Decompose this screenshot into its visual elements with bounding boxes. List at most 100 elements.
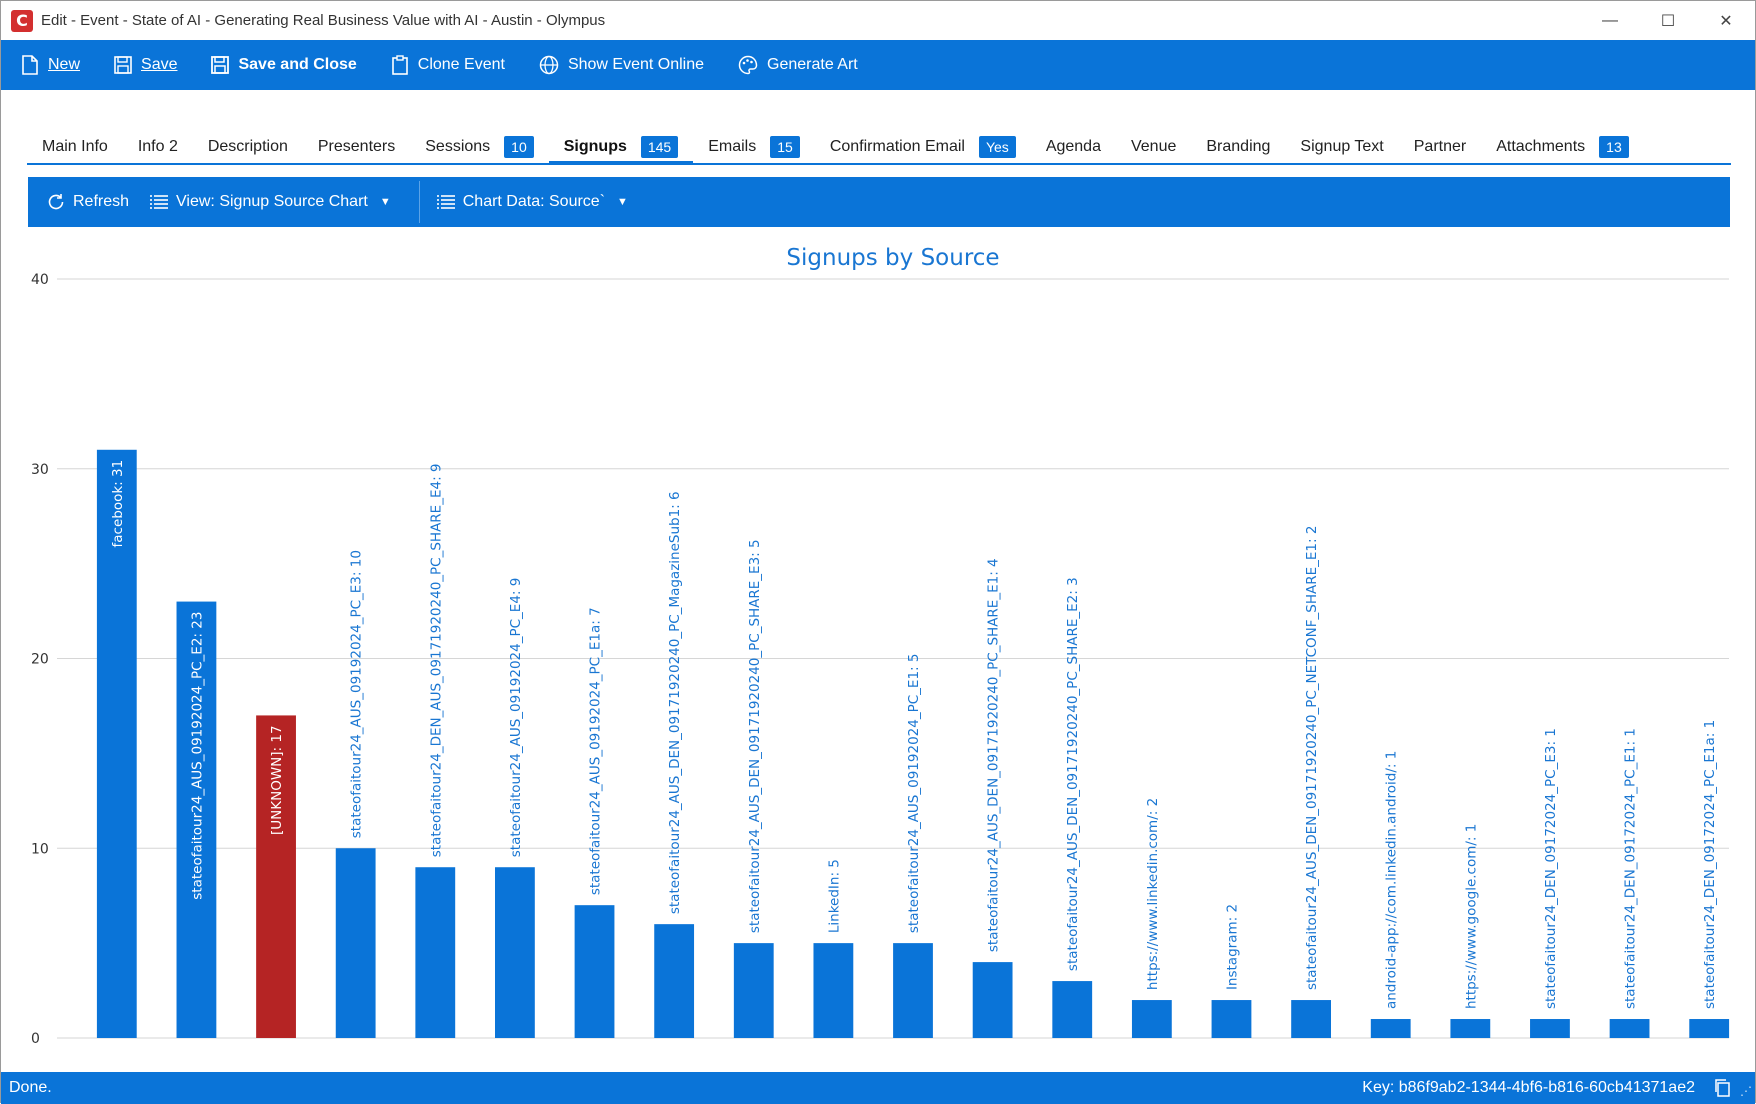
close-button[interactable]: ✕ (1719, 12, 1733, 30)
tab-bar: Main Info Info 2 Description Presenters Sess… (27, 121, 1731, 165)
chart-bar (1689, 1019, 1730, 1038)
bar-data-label: Instagram: 2 (1224, 904, 1240, 990)
view-dropdown[interactable]: View: Signup Source Chart ▼ (149, 177, 391, 227)
tab-venue[interactable]: Venue (1116, 121, 1191, 163)
main-toolbar: New Save Save and Close Clone Event Show… (1, 40, 1755, 90)
minimize-button[interactable]: — (1602, 11, 1618, 29)
tab-label: Partner (1413, 138, 1467, 155)
bar-data-label: stateofaitour24_AUS_09192024_PC_E4: 9 (508, 578, 524, 858)
bar-data-label: android-app://com.linkedin.android/: 1 (1384, 751, 1400, 1009)
chart-bar (176, 601, 217, 1038)
tab-attachments[interactable]: Attachments 13 (1481, 121, 1644, 163)
refresh-button[interactable]: Refresh (46, 177, 129, 227)
chart-bar (1131, 1000, 1172, 1038)
save-and-close-button[interactable]: Save and Close (211, 40, 357, 90)
save-button[interactable]: Save (114, 40, 177, 90)
view-dropdown-label: View: Signup Source Chart (176, 193, 368, 210)
tab-agenda[interactable]: Agenda (1031, 121, 1116, 163)
bar-data-label: stateofaitour24_AUS_09192024_PC_E1: 5 (906, 654, 922, 934)
save-icon (114, 56, 132, 74)
tab-sessions[interactable]: Sessions 10 (410, 121, 549, 163)
chart-bar (1530, 1019, 1570, 1038)
toolbar-divider (418, 181, 420, 223)
app-logo-icon: C (11, 9, 33, 32)
y-tick-label: 20 (31, 652, 49, 668)
palette-icon (738, 55, 758, 75)
resize-grip-icon[interactable]: ⋰ (1740, 1084, 1752, 1098)
record-key: Key: b86f9ab2-1344-4bf6-b816-60cb41371ae… (1362, 1079, 1695, 1096)
tab-count-badge: Yes (978, 136, 1016, 158)
tab-label: Venue (1130, 138, 1177, 155)
chart-bar (654, 924, 695, 1038)
tab-emails[interactable]: Emails 15 (693, 121, 815, 163)
generate-art-button[interactable]: Generate Art (738, 40, 858, 90)
tab-label: Attachments (1496, 138, 1586, 155)
tab-description[interactable]: Description (193, 121, 303, 163)
tab-presenters[interactable]: Presenters (303, 121, 410, 163)
tab-label: Sessions (425, 138, 491, 155)
tab-info-2[interactable]: Info 2 (123, 121, 193, 163)
chart-bar (1052, 981, 1093, 1038)
chart-bar (256, 715, 296, 1038)
bar-data-label: [UNKNOWN]: 17 (269, 725, 285, 835)
chart-bar (335, 848, 376, 1038)
tab-main-info[interactable]: Main Info (27, 121, 123, 163)
bar-data-label: stateofaitour24_AUS_09192024_PC_E1a: 7 (588, 607, 604, 895)
y-tick-label: 0 (31, 1031, 40, 1047)
bar-data-label: stateofaitour24_AUS_DEN_09171920240_PC_S… (747, 539, 763, 933)
chart-bar (1609, 1019, 1650, 1038)
generate-art-label: Generate Art (767, 56, 858, 73)
chart-data-dropdown[interactable]: Chart Data: Source` ▼ (436, 177, 628, 227)
chart-bar (813, 943, 854, 1038)
window-title: Edit - Event - State of AI - Generating … (41, 12, 606, 29)
chart-bar (972, 962, 1013, 1038)
save-button-label: Save (141, 56, 178, 73)
bar-data-label: stateofaitour24_AUS_09192024_PC_E3: 10 (349, 550, 365, 838)
chart-bar (1211, 1000, 1252, 1038)
tab-signups[interactable]: Signups 145 (548, 121, 694, 165)
tab-label: Branding (1206, 138, 1271, 155)
tab-label: Description (207, 138, 288, 155)
bar-data-label: stateofaitour24_AUS_DEN_09171920240_PC_S… (1065, 577, 1081, 971)
tab-confirmation-email[interactable]: Confirmation Email Yes (815, 121, 1031, 163)
tab-count-badge: 15 (770, 136, 800, 158)
tab-signup-text[interactable]: Signup Text (1285, 121, 1398, 163)
tab-count-badge: 145 (640, 136, 679, 158)
status-text: Done. (9, 1079, 52, 1096)
chart-bar (415, 867, 456, 1038)
chart-bar (574, 905, 615, 1038)
clipboard-icon (391, 55, 408, 75)
tab-branding[interactable]: Branding (1191, 121, 1285, 163)
chart-bar (1450, 1019, 1491, 1038)
list-icon (150, 195, 169, 209)
show-event-online-button[interactable]: Show Event Online (539, 40, 704, 90)
bar-data-label: stateofaitour24_DEN_09172024_PC_E1: 1 (1623, 728, 1639, 1009)
copy-icon[interactable] (1713, 1078, 1731, 1098)
chart-data-dropdown-label: Chart Data: Source` (462, 193, 606, 210)
tab-count-badge: 10 (504, 136, 534, 158)
tab-label: Presenters (317, 138, 396, 155)
bar-data-label: stateofaitour24_AUS_09192024_PC_E2: 23 (189, 612, 205, 900)
title-bar: C Edit - Event - State of AI - Generatin… (1, 1, 1755, 40)
clone-event-button[interactable]: Clone Event (391, 40, 505, 90)
y-tick-label: 10 (31, 841, 49, 857)
chart-bar (1291, 1000, 1331, 1038)
bar-data-label: stateofaitour24_DEN_AUS_09171920240_PC_S… (428, 463, 444, 857)
y-tick-label: 30 (31, 462, 49, 478)
save-close-icon (211, 56, 230, 74)
maximize-button[interactable]: ☐ (1660, 12, 1676, 30)
new-button[interactable]: New (21, 40, 80, 90)
y-tick-label: 40 (31, 272, 49, 288)
tab-label: Signups (563, 138, 627, 155)
chart-bar (96, 449, 137, 1038)
chart-bar (733, 943, 774, 1038)
tab-partner[interactable]: Partner (1399, 121, 1481, 163)
tab-label: Info 2 (137, 138, 178, 155)
tab-count-badge: 13 (1599, 136, 1629, 158)
list-icon (436, 195, 455, 209)
new-button-label: New (48, 56, 81, 73)
bar-data-label: stateofaitour24_AUS_DEN_09171920240_PC_M… (667, 491, 683, 914)
status-bar: Done. Key: b86f9ab2-1344-4bf6-b816-60cb4… (1, 1072, 1755, 1104)
bar-data-label: facebook: 31 (110, 460, 126, 548)
